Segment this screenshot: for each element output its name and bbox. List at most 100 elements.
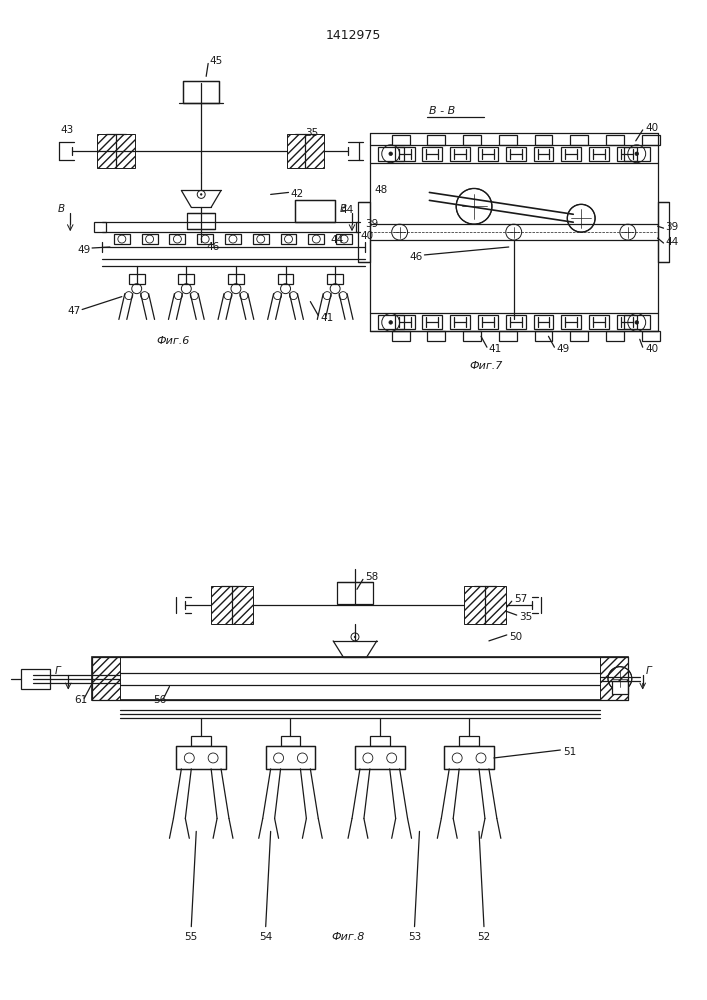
Text: 41: 41	[320, 313, 334, 323]
Bar	[423, 147, 443, 161]
Circle shape	[635, 152, 638, 156]
Bar	[281, 234, 296, 244]
Text: 50: 50	[509, 632, 522, 642]
Bar	[183, 81, 219, 103]
Bar	[642, 135, 660, 145]
Bar	[253, 234, 269, 244]
Text: 46: 46	[206, 242, 219, 252]
Bar	[561, 315, 581, 329]
Bar	[281, 736, 300, 746]
Bar	[534, 135, 552, 145]
Bar	[534, 147, 554, 161]
Text: 52: 52	[477, 932, 491, 942]
Bar	[286, 134, 325, 168]
Bar	[370, 736, 390, 746]
Bar	[356, 222, 368, 232]
Bar	[92, 657, 120, 700]
Bar	[225, 234, 241, 244]
Text: 40: 40	[360, 231, 373, 241]
Bar	[642, 331, 660, 341]
Text: 55: 55	[185, 932, 198, 942]
Bar	[658, 202, 670, 262]
Text: 39: 39	[365, 219, 378, 229]
Text: 51: 51	[563, 747, 577, 757]
Bar	[617, 315, 637, 329]
Text: 61: 61	[74, 695, 88, 705]
Bar	[463, 135, 481, 145]
Bar	[92, 657, 628, 700]
Bar	[197, 234, 213, 244]
Circle shape	[354, 636, 356, 638]
Text: 44: 44	[330, 235, 344, 245]
Bar	[378, 315, 404, 329]
Bar	[600, 657, 628, 700]
Bar	[464, 586, 506, 624]
Bar	[478, 315, 498, 329]
Bar	[355, 746, 404, 769]
Bar	[395, 147, 414, 161]
Text: 49: 49	[556, 344, 570, 354]
Bar	[478, 147, 498, 161]
Bar	[21, 669, 50, 689]
Circle shape	[389, 321, 392, 324]
Bar	[392, 135, 409, 145]
Bar	[177, 746, 226, 769]
Bar	[187, 213, 215, 229]
Circle shape	[389, 152, 392, 156]
Text: 53: 53	[408, 932, 421, 942]
Text: 58: 58	[365, 572, 378, 582]
Bar	[192, 736, 211, 746]
Bar	[141, 234, 158, 244]
Bar	[358, 202, 370, 262]
Bar	[378, 147, 404, 161]
Bar	[617, 147, 637, 161]
Text: 40: 40	[645, 123, 659, 133]
Text: 41: 41	[489, 344, 502, 354]
Bar	[612, 681, 628, 694]
Text: Фиг.7: Фиг.7	[469, 361, 503, 371]
Text: 43: 43	[60, 125, 74, 135]
Bar	[463, 331, 481, 341]
Bar	[606, 135, 624, 145]
Circle shape	[635, 321, 638, 324]
Bar	[506, 147, 525, 161]
Text: 1412975: 1412975	[325, 29, 380, 42]
Bar	[534, 331, 552, 341]
Bar	[336, 234, 352, 244]
Bar	[499, 331, 517, 341]
Text: 40: 40	[645, 344, 659, 354]
Text: 56: 56	[153, 695, 167, 705]
Text: Фиг.6: Фиг.6	[156, 336, 190, 346]
Bar	[395, 315, 414, 329]
Bar	[499, 135, 517, 145]
Bar	[624, 315, 650, 329]
Bar	[450, 315, 470, 329]
Text: 49: 49	[77, 245, 90, 255]
Text: 44: 44	[665, 237, 679, 247]
Text: 42: 42	[291, 189, 304, 199]
Text: 35: 35	[519, 612, 532, 622]
Bar	[94, 222, 106, 232]
Text: 57: 57	[514, 594, 527, 604]
Bar	[278, 274, 293, 284]
Bar	[170, 234, 185, 244]
Bar	[129, 274, 145, 284]
Text: 44: 44	[340, 205, 354, 215]
Text: 54: 54	[259, 932, 272, 942]
Bar	[534, 315, 554, 329]
Bar	[296, 200, 335, 222]
Bar	[624, 147, 650, 161]
Bar	[459, 736, 479, 746]
Text: 45: 45	[209, 56, 223, 66]
Text: Г: Г	[645, 666, 651, 676]
Bar	[561, 147, 581, 161]
Bar	[228, 274, 244, 284]
Bar	[450, 147, 470, 161]
Bar	[211, 586, 253, 624]
Bar	[428, 331, 445, 341]
Text: 48: 48	[375, 185, 388, 195]
Circle shape	[200, 194, 202, 195]
Text: В: В	[340, 204, 347, 214]
Bar	[506, 315, 525, 329]
Text: 47: 47	[67, 306, 81, 316]
